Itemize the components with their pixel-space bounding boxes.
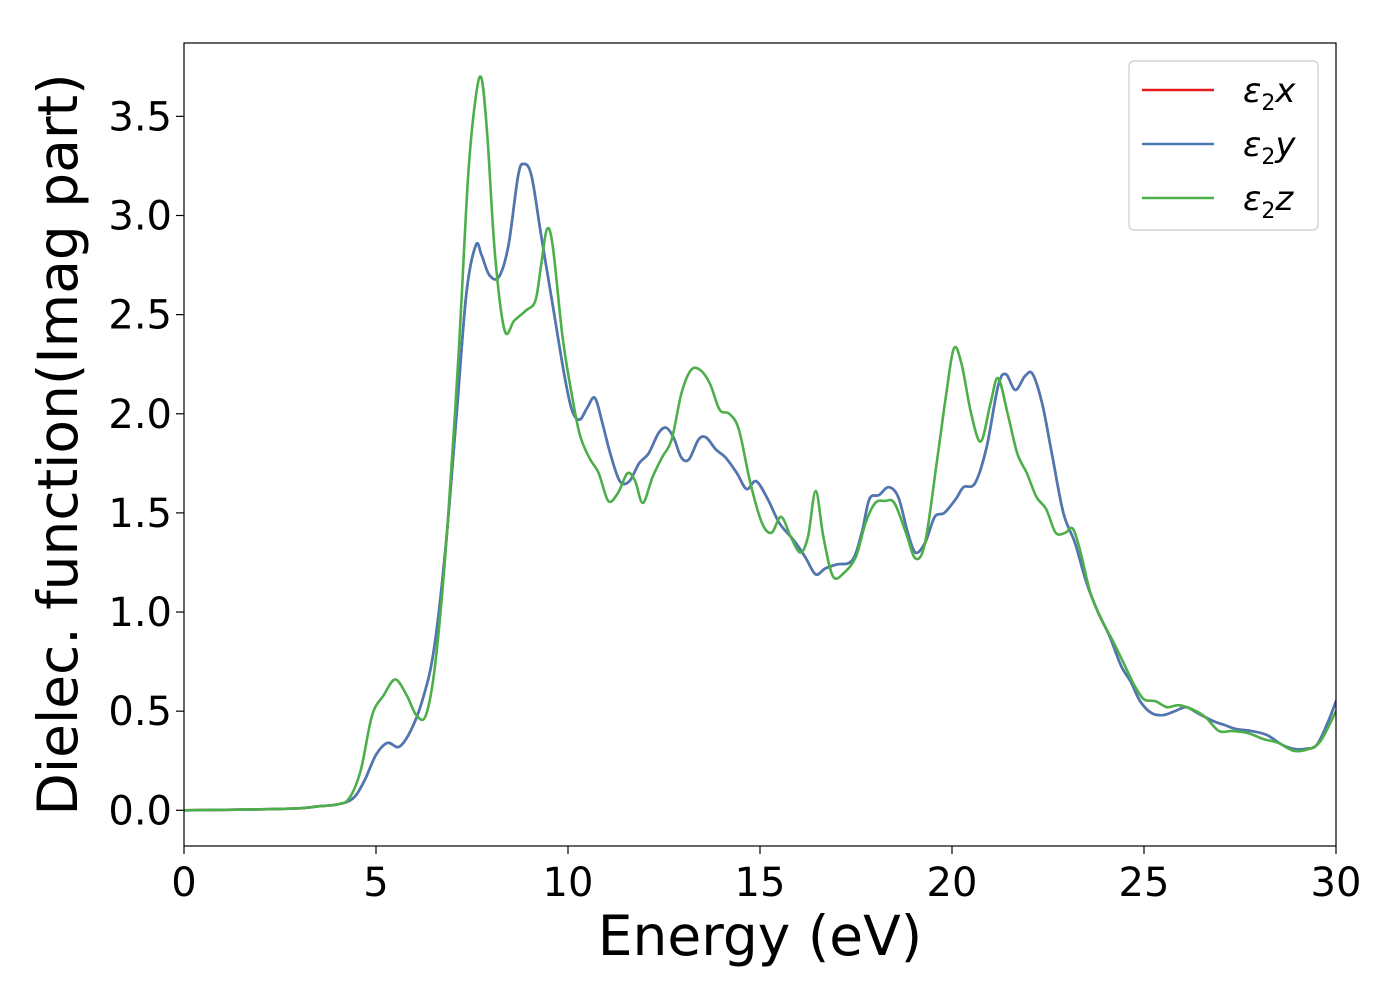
series-line-z — [184, 75, 1336, 812]
x-tick-label: 5 — [363, 860, 388, 906]
y-tick-label: 1.0 — [108, 590, 172, 636]
legend-label-z: ε2z — [1243, 179, 1294, 224]
x-tick-label: 30 — [1311, 860, 1362, 906]
legend-label-x: ε2x — [1243, 71, 1296, 116]
legend: ε2x ε2y ε2z — [1128, 60, 1319, 231]
legend-label-y: ε2y — [1243, 125, 1296, 170]
y-tick-label: 2.0 — [108, 392, 172, 438]
series-lines — [184, 75, 1336, 812]
y-tick-label: 1.5 — [108, 491, 172, 537]
x-tick-label: 10 — [543, 860, 594, 906]
x-tick-label: 0 — [171, 860, 196, 906]
y-tick-label: 2.5 — [108, 293, 172, 339]
y-axis-title: Dielec. function(Imag part) — [26, 73, 90, 815]
x-axis: 0 5 10 15 20 25 30 — [171, 846, 1361, 906]
x-tick-label: 15 — [735, 860, 786, 906]
x-axis-title: Energy (eV) — [598, 904, 922, 968]
x-tick-label: 20 — [927, 860, 978, 906]
y-tick-label: 0.5 — [108, 689, 172, 735]
y-tick-label: 3.0 — [108, 193, 172, 239]
y-axis: 0.0 0.5 1.0 1.5 2.0 2.5 3.0 3.5 — [108, 94, 184, 834]
series-line-y — [184, 162, 1336, 812]
y-tick-label: 3.5 — [108, 94, 172, 140]
y-tick-label: 0.0 — [108, 788, 172, 834]
legend-box — [1128, 60, 1319, 231]
x-tick-label: 25 — [1119, 860, 1170, 906]
